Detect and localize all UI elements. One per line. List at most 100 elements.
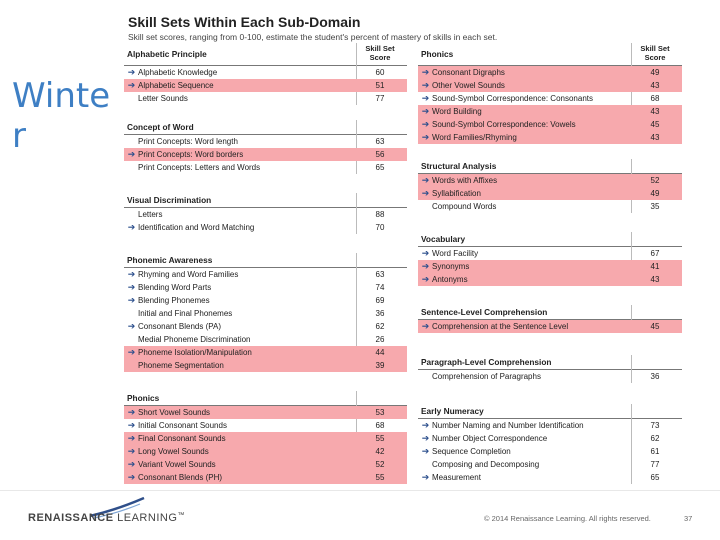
skill-name: Compound Words — [432, 202, 497, 211]
skill-name: Phoneme Isolation/Manipulation — [138, 348, 252, 357]
skill-score: 70 — [375, 223, 385, 232]
skill-sets-report: Skill Sets Within Each Sub-Domain Skill … — [122, 10, 712, 488]
skill-row: ➔ Sound-Symbol Correspondence: Vowels 45 — [418, 118, 682, 131]
skill-name: Print Concepts: Word length — [138, 137, 238, 146]
skill-name: Consonant Digraphs — [432, 68, 505, 77]
arrow-right-icon: ➔ — [127, 149, 136, 159]
skill-score: 77 — [650, 460, 660, 469]
skill-row: ➔ Sound-Symbol Correspondence: Consonants… — [418, 92, 682, 105]
column-divider — [631, 43, 632, 144]
panel-title-text: Concept of Word — [127, 122, 194, 132]
skill-name: Sound-Symbol Correspondence: Consonants — [432, 94, 593, 103]
skill-row: ➔ Word Facility 67 — [418, 247, 682, 260]
skill-name: Print Concepts: Letters and Words — [138, 163, 261, 172]
skill-name: Initial Consonant Sounds — [138, 421, 227, 430]
skill-row: ➔ Phoneme Isolation/Manipulation 44 — [124, 346, 407, 359]
panel-title: Phonics — [124, 391, 407, 406]
skill-name: Number Naming and Number Identification — [432, 421, 584, 430]
renaissance-learning-logo: RENAISSANCE LEARNING™ — [28, 512, 185, 524]
skill-name: Consonant Blends (PA) — [138, 322, 222, 331]
panel-title: Paragraph-Level Comprehension — [418, 355, 682, 370]
skill-name: Alphabetic Sequence — [138, 81, 214, 90]
panel-title: Concept of Word — [124, 120, 407, 135]
skill-row: ➔ Consonant Digraphs 49 — [418, 66, 682, 79]
skill-score: 43 — [650, 275, 660, 284]
skill-name: Words with Affixes — [432, 176, 498, 185]
arrow-right-icon: ➔ — [127, 321, 136, 331]
skill-name: Word Facility — [432, 249, 479, 258]
skill-score: 44 — [375, 348, 385, 357]
skill-row: ➔ Variant Vowel Sounds 52 — [124, 458, 407, 471]
skill-row: ➔ Short Vowel Sounds 53 — [124, 406, 407, 419]
skill-row: Comprehension of Paragraphs 36 — [418, 370, 682, 383]
skill-name: Sequence Completion — [432, 447, 511, 456]
skill-row: Print Concepts: Letters and Words 65 — [124, 161, 407, 174]
column-divider — [356, 120, 357, 174]
arrow-right-icon: ➔ — [127, 67, 136, 77]
arrow-right-icon: ➔ — [421, 93, 430, 103]
arrow-right-icon: ➔ — [421, 248, 430, 258]
page-number: 37 — [684, 514, 693, 523]
skill-row: Initial and Final Phonemes 36 — [124, 307, 407, 320]
arrow-right-icon: ➔ — [127, 347, 136, 357]
skill-score: 60 — [375, 68, 385, 77]
skill-score: 51 — [375, 81, 385, 90]
panel-title: Structural Analysis — [418, 159, 682, 174]
panel-phonics-left: Phonics ➔ Short Vowel Sounds 53 ➔ Initial Con… — [124, 391, 407, 484]
arrow-right-icon: ➔ — [421, 106, 430, 116]
column-divider — [356, 43, 357, 105]
arrow-right-icon: ➔ — [127, 222, 136, 232]
skill-name: Long Vowel Sounds — [138, 447, 209, 456]
skill-name: Measurement — [432, 473, 481, 482]
skill-score: 56 — [375, 150, 385, 159]
arrow-right-icon: ➔ — [421, 433, 430, 443]
skill-name: Short Vowel Sounds — [138, 408, 211, 417]
panel-title-text: Phonics — [421, 49, 454, 59]
skill-name: Phoneme Segmentation — [138, 361, 224, 370]
skill-score: 74 — [375, 283, 385, 292]
skill-row: ➔ Final Consonant Sounds 55 — [124, 432, 407, 445]
arrow-right-icon: ➔ — [421, 472, 430, 482]
logo-word-renaissance: RENAISSANCE — [28, 512, 114, 524]
skill-score: 62 — [650, 434, 660, 443]
skill-row: Composing and Decomposing 77 — [418, 458, 682, 471]
skill-score: 67 — [650, 249, 660, 258]
skill-name: Identification and Word Matching — [138, 223, 255, 232]
skill-row: ➔ Sequence Completion 61 — [418, 445, 682, 458]
panel-visual-discrimination: Visual Discrimination Letters 88 ➔ Identific… — [124, 193, 407, 234]
arrow-right-icon: ➔ — [127, 282, 136, 292]
arrow-right-icon: ➔ — [421, 132, 430, 142]
arrow-right-icon: ➔ — [421, 274, 430, 284]
panel-title-text: Structural Analysis — [421, 161, 497, 171]
column-divider — [631, 305, 632, 333]
skill-name: Sound-Symbol Correspondence: Vowels — [432, 120, 576, 129]
skill-name: Number Object Correspondence — [432, 434, 548, 443]
panel-title: Phonemic Awareness — [124, 253, 407, 268]
skill-score: 52 — [650, 176, 660, 185]
skill-row: ➔ Alphabetic Sequence 51 — [124, 79, 407, 92]
skill-row: ➔ Comprehension at the Sentence Level 45 — [418, 320, 682, 333]
skill-score: 63 — [375, 270, 385, 279]
panel-title-text: Early Numeracy — [421, 406, 484, 416]
skill-score: 88 — [375, 210, 385, 219]
skill-row: Compound Words 35 — [418, 200, 682, 213]
skill-score: 63 — [375, 137, 385, 146]
report-subtitle: Skill set scores, ranging from 0-100, es… — [128, 32, 498, 42]
score-column-header: Skill Set Score — [365, 44, 395, 62]
panel-title: Phonics Skill Set Score — [418, 43, 682, 66]
panel-sentence-level-comprehension: Sentence-Level Comprehension ➔ Comprehensi… — [418, 305, 682, 333]
panel-title-text: Vocabulary — [421, 234, 466, 244]
panel-phonics-right: Phonics Skill Set Score ➔ Consonant Digraph… — [418, 43, 682, 144]
arrow-right-icon: ➔ — [421, 80, 430, 90]
skill-name: Letter Sounds — [138, 94, 188, 103]
skill-score: 49 — [650, 68, 660, 77]
column-divider — [631, 404, 632, 484]
skill-row: ➔ Identification and Word Matching 70 — [124, 221, 407, 234]
skill-name: Consonant Blends (PH) — [138, 473, 223, 482]
panel-title: Alphabetic Principle Skill Set Score — [124, 43, 407, 66]
skill-score: 45 — [650, 120, 660, 129]
arrow-right-icon: ➔ — [127, 269, 136, 279]
skill-score: 62 — [375, 322, 385, 331]
renaissance-swoosh-icon — [89, 496, 145, 519]
skill-name: Blending Word Parts — [138, 283, 212, 292]
